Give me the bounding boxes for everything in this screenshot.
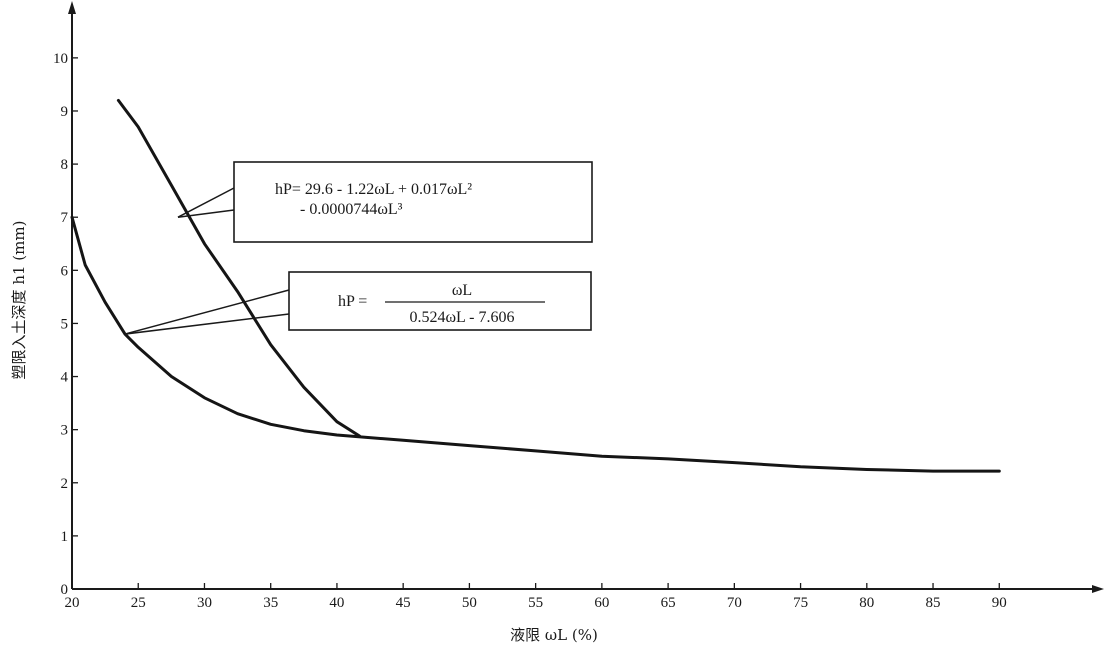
leader-line [124, 289, 290, 335]
leader-line [177, 187, 235, 218]
formula-2-numerator: ωL [452, 282, 472, 299]
leader-lines [124, 187, 290, 335]
formula-2-denominator: 0.524ωL - 7.606 [409, 309, 514, 326]
x-tick-label: 85 [926, 595, 941, 611]
series-line-2 [70, 215, 1001, 473]
x-tick-label: 45 [396, 595, 411, 611]
x-tick-group: 20 25 30 35 40 45 50 55 60 65 70 75 80 85 90 [65, 583, 1007, 611]
y-tick-label: 3 [61, 423, 69, 439]
x-tick-label: 80 [859, 595, 874, 611]
x-tick-label: 70 [727, 595, 742, 611]
y-tick-label: 6 [61, 263, 69, 279]
formula-1-main: hP= 29.6 - 1.22ωL + 0.017ωL² [275, 181, 472, 198]
y-tick-label: 9 [61, 104, 69, 120]
leader-line [177, 209, 235, 218]
x-tick-label: 90 [992, 595, 1007, 611]
x-tick-label: 50 [462, 595, 477, 611]
y-tick-label: 7 [61, 210, 69, 226]
y-tick-label: 4 [61, 370, 69, 386]
formula-2-lhs: hP = [338, 293, 367, 310]
y-tick-label: 10 [53, 51, 68, 67]
x-tick-label: 60 [594, 595, 609, 611]
x-axis-title: 液限 ωL (%) [510, 626, 598, 644]
y-tick-label: 1 [61, 529, 69, 545]
y-tick-group: 0 1 2 3 4 5 6 7 8 9 10 [53, 51, 78, 598]
series-line-1 [116, 98, 361, 438]
formula-1-cont: - 0.0000744ωL³ [300, 201, 403, 218]
formula-box-2 [288, 271, 592, 331]
x-tick-label: 40 [329, 595, 344, 611]
x-tick-label: 55 [528, 595, 543, 611]
formula-box-1 [233, 161, 593, 243]
series-group [70, 98, 1001, 473]
y-tick-label: 0 [61, 582, 69, 598]
x-tick-label: 25 [131, 595, 146, 611]
y-tick-label: 2 [61, 476, 69, 492]
x-tick-label: 20 [65, 595, 80, 611]
x-tick-label: 35 [263, 595, 278, 611]
x-tick-label: 30 [197, 595, 212, 611]
x-tick-label: 65 [661, 595, 676, 611]
y-axis-title: 塑限入土深度 h1 (mm) [10, 221, 28, 380]
y-tick-label: 8 [61, 157, 69, 173]
y-tick-label: 5 [61, 316, 69, 332]
x-tick-label: 75 [793, 595, 808, 611]
leader-line [124, 313, 290, 335]
